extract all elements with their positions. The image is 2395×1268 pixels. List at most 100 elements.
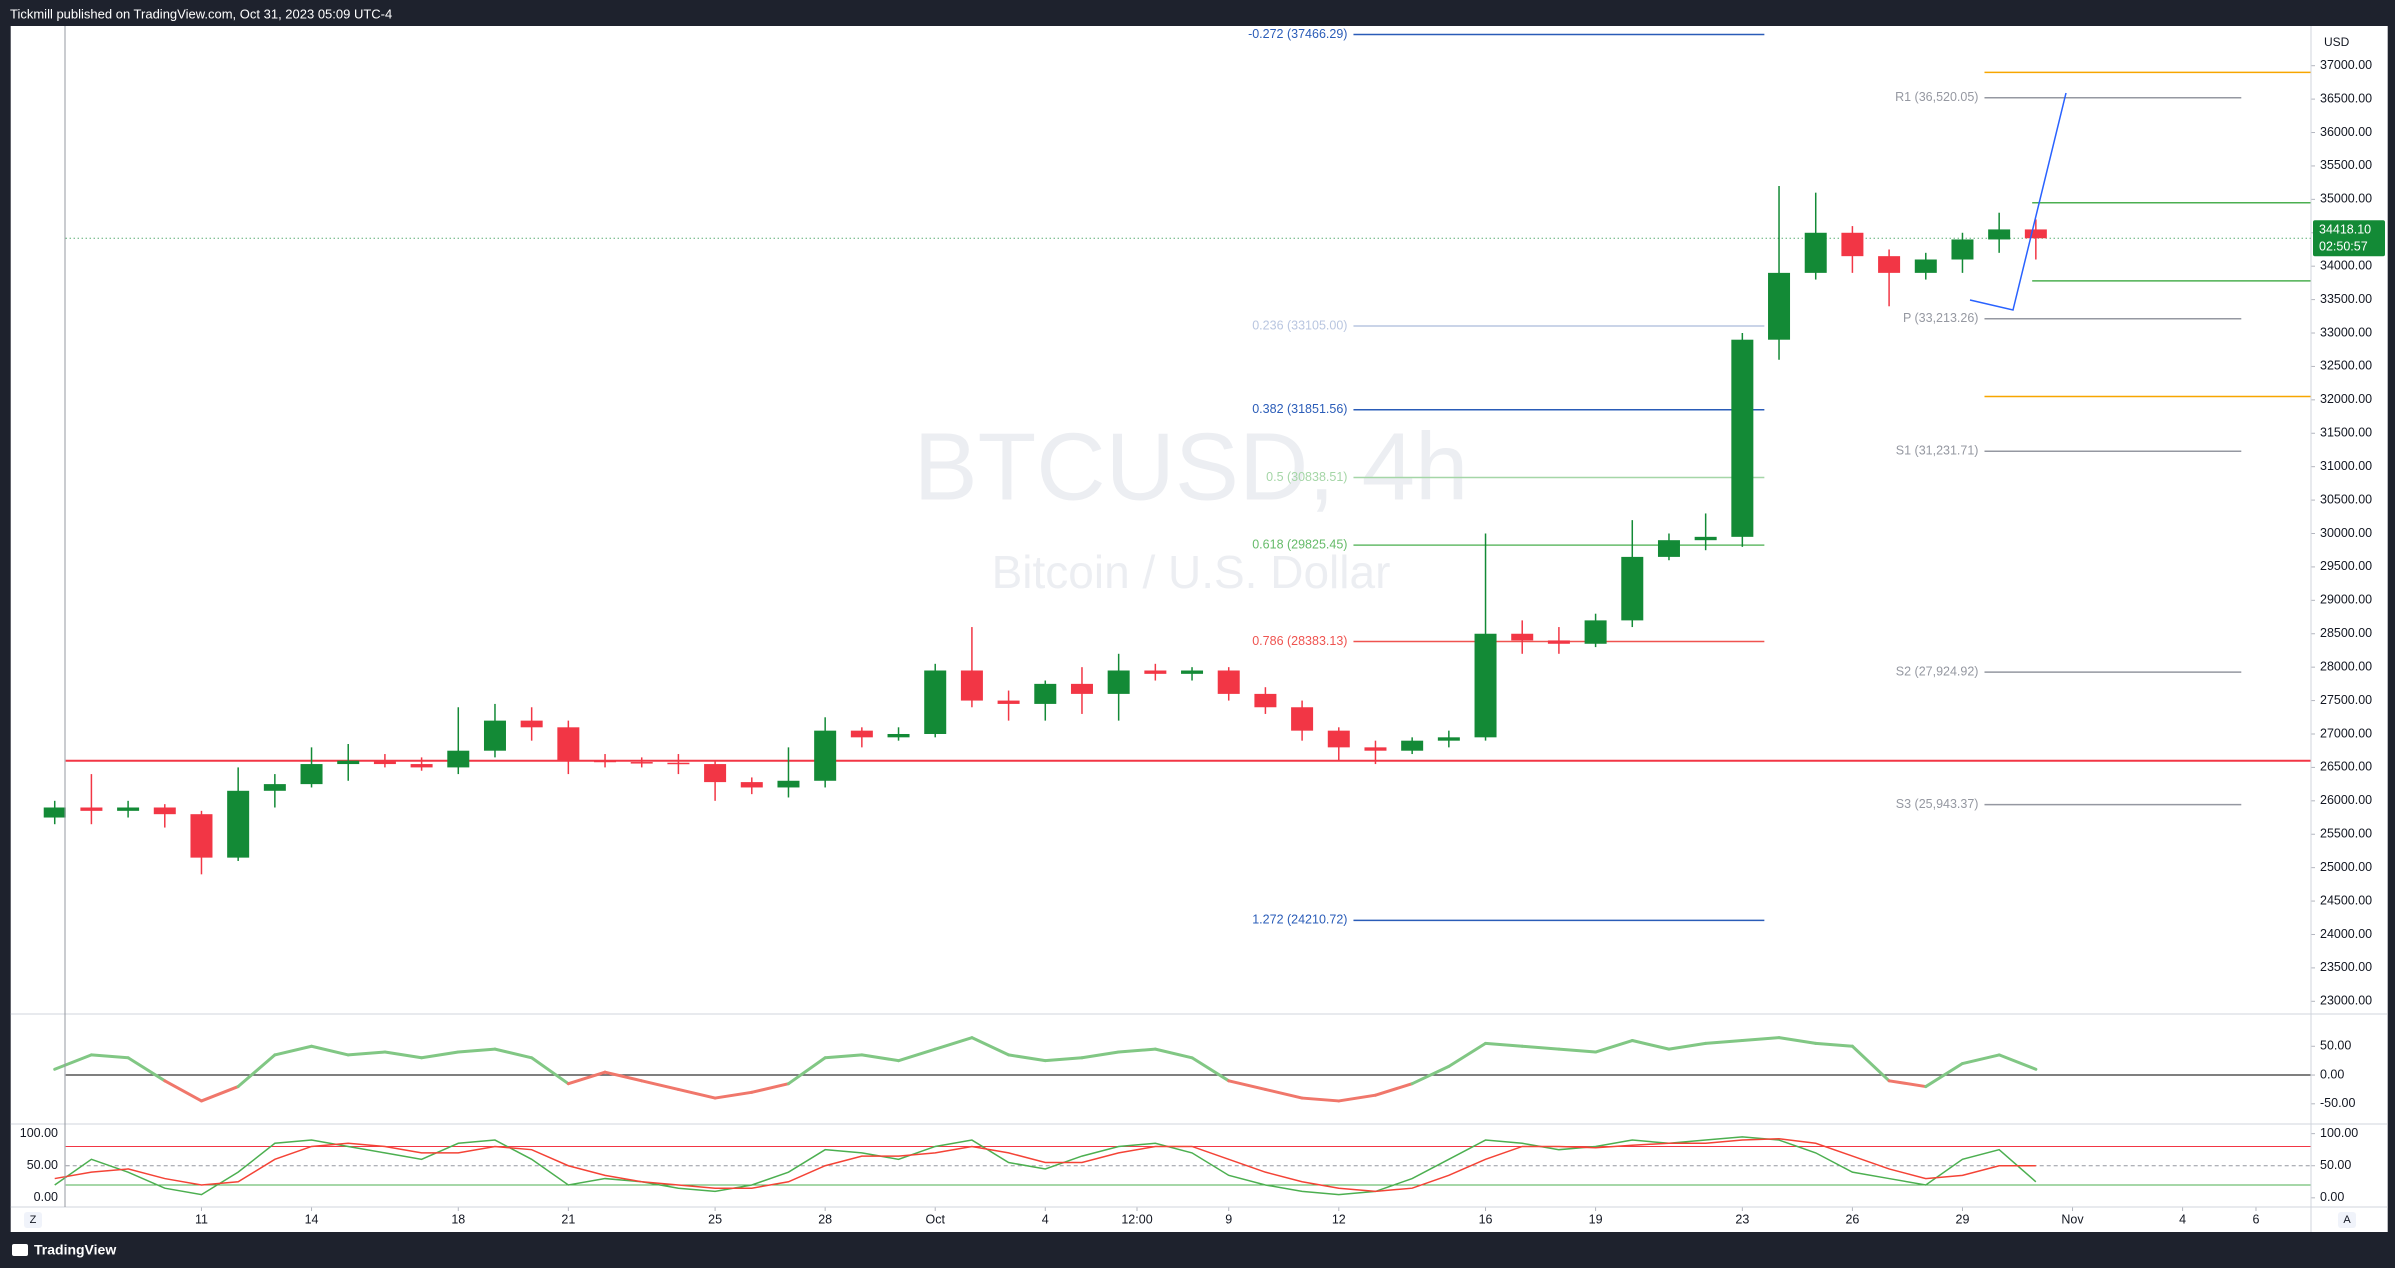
oscillator-segment bbox=[456, 1047, 497, 1054]
y-tick-label: 28000.00 bbox=[2320, 659, 2372, 673]
y-tick-label: 26000.00 bbox=[2320, 793, 2372, 807]
candle-body bbox=[153, 807, 176, 815]
button[interactable] bbox=[2338, 1212, 2356, 1228]
candle-body bbox=[1804, 232, 1827, 273]
candle-body bbox=[1841, 232, 1864, 257]
y-tick-label: 28500.00 bbox=[2320, 626, 2372, 640]
oscillator-segment bbox=[1887, 1079, 1928, 1089]
candle-body bbox=[117, 807, 140, 811]
oscillator-segment bbox=[1043, 1056, 1084, 1063]
y-tick-label: 29000.00 bbox=[2320, 593, 2372, 607]
candle-body bbox=[1878, 256, 1901, 273]
candle-body bbox=[1474, 633, 1497, 738]
x-tick-label: 23 bbox=[1735, 1212, 1749, 1226]
oscillator-segment bbox=[1960, 1053, 2001, 1066]
x-tick-label: Nov bbox=[2061, 1212, 2084, 1226]
y-tick-label: 23500.00 bbox=[2320, 960, 2372, 974]
x-tick-label: 19 bbox=[1589, 1212, 1603, 1226]
y-tick-label: 35500.00 bbox=[2320, 158, 2372, 172]
oscillator-segment bbox=[1447, 1041, 1488, 1068]
candle-body bbox=[1327, 730, 1350, 748]
y-tick-label: 29500.00 bbox=[2320, 559, 2372, 573]
oscillator-segment bbox=[310, 1044, 350, 1057]
y-tick-label: 36000.00 bbox=[2320, 125, 2372, 139]
candle-body bbox=[1988, 229, 2011, 240]
oscillator-segment bbox=[1007, 1053, 1047, 1063]
y-tick-label: 0.00 bbox=[2320, 1190, 2344, 1204]
scale-button[interactable]: Z bbox=[30, 1214, 37, 1226]
candle-body bbox=[1657, 540, 1680, 557]
oscillator-segment bbox=[53, 1053, 93, 1071]
x-tick-label: 6 bbox=[2252, 1212, 2259, 1226]
main-pane: BTCUSD, 4h Bitcoin / U.S. Dollar USD 23000.… bbox=[20, 27, 2385, 1226]
oscillator-segment bbox=[1557, 1047, 1598, 1054]
pivot-label: R1 (36,520.05) bbox=[1895, 90, 1978, 104]
x-tick-label: 12 bbox=[1332, 1212, 1346, 1226]
x-tick-label: 9 bbox=[1225, 1212, 1232, 1226]
y-tick-label: 33500.00 bbox=[2320, 292, 2372, 306]
candle-body bbox=[483, 720, 506, 751]
y-tick-label: -50.00 bbox=[2320, 1096, 2355, 1110]
button[interactable] bbox=[24, 1212, 42, 1228]
candle-body bbox=[43, 807, 66, 818]
oscillator-segment bbox=[273, 1044, 314, 1057]
auto-button[interactable]: A bbox=[2343, 1214, 2351, 1226]
axis-currency: USD bbox=[2324, 35, 2350, 49]
oscillator-segment bbox=[89, 1053, 130, 1060]
x-tick-label: 18 bbox=[451, 1212, 465, 1226]
oscillator-segment bbox=[383, 1050, 424, 1060]
candle-body bbox=[777, 780, 800, 788]
candle-body bbox=[1291, 707, 1314, 731]
candle-body bbox=[1181, 670, 1204, 674]
y-tick-label: 50.00 bbox=[2320, 1158, 2351, 1172]
candle-body bbox=[1621, 556, 1644, 621]
watermark-subtitle: Bitcoin / U.S. Dollar bbox=[992, 546, 1391, 598]
pivot-label: S1 (31,231.71) bbox=[1896, 443, 1979, 457]
y-tick-label: 23000.00 bbox=[2320, 994, 2372, 1008]
y-tick-label-left: 100.00 bbox=[20, 1126, 58, 1140]
candle-body bbox=[557, 727, 580, 761]
projection-arrow bbox=[1969, 92, 2067, 311]
x-tick-label: 16 bbox=[1479, 1212, 1493, 1226]
y-tick-label: 31000.00 bbox=[2320, 459, 2372, 473]
y-tick-label: 25500.00 bbox=[2320, 827, 2372, 841]
candle-body bbox=[1364, 747, 1387, 751]
x-tick-label: 26 bbox=[1845, 1212, 1859, 1226]
oscillator-segment bbox=[860, 1053, 901, 1063]
fib-label: 1.272 (24210.72) bbox=[1252, 913, 1347, 927]
candle-body bbox=[1070, 683, 1093, 694]
candle-body bbox=[1731, 339, 1754, 537]
y-tick-label: 31500.00 bbox=[2320, 426, 2372, 440]
oscillator-segment bbox=[603, 1070, 644, 1083]
last-price-label: 34418.10 bbox=[2319, 223, 2371, 237]
candle-body bbox=[80, 807, 103, 811]
chart-surface bbox=[10, 26, 2388, 1232]
candle-body bbox=[997, 700, 1020, 704]
pivot-label: S2 (27,924.92) bbox=[1896, 664, 1979, 678]
candle-body bbox=[850, 730, 873, 738]
oscillator-segment bbox=[1667, 1041, 1708, 1051]
oscillator-segment bbox=[1484, 1041, 1524, 1048]
oscillator-segment bbox=[640, 1079, 680, 1091]
x-tick-label: Oct bbox=[925, 1212, 945, 1226]
oscillator-segment bbox=[1630, 1039, 1671, 1051]
oscillator-segment bbox=[823, 1053, 864, 1060]
y-tick-label: 27000.00 bbox=[2320, 726, 2372, 740]
oscillator-segment bbox=[786, 1056, 827, 1086]
candle-body bbox=[1511, 633, 1534, 641]
oscillator-segment bbox=[346, 1050, 387, 1057]
oscillator-segment bbox=[1520, 1044, 1561, 1051]
candle-body bbox=[373, 760, 396, 765]
fib-label: 0.618 (29825.45) bbox=[1252, 537, 1347, 551]
oscillator-segment bbox=[676, 1087, 717, 1100]
oscillator-segment bbox=[236, 1053, 277, 1089]
oscillator-segment bbox=[1190, 1056, 1231, 1083]
candle-body bbox=[227, 790, 250, 858]
y-tick-label-left: 0.00 bbox=[34, 1190, 58, 1204]
y-tick-label: 35000.00 bbox=[2320, 192, 2372, 206]
candle-body bbox=[924, 670, 947, 734]
candle-body bbox=[667, 762, 690, 765]
candle-body bbox=[594, 760, 617, 763]
oscillator-segment bbox=[530, 1056, 570, 1086]
